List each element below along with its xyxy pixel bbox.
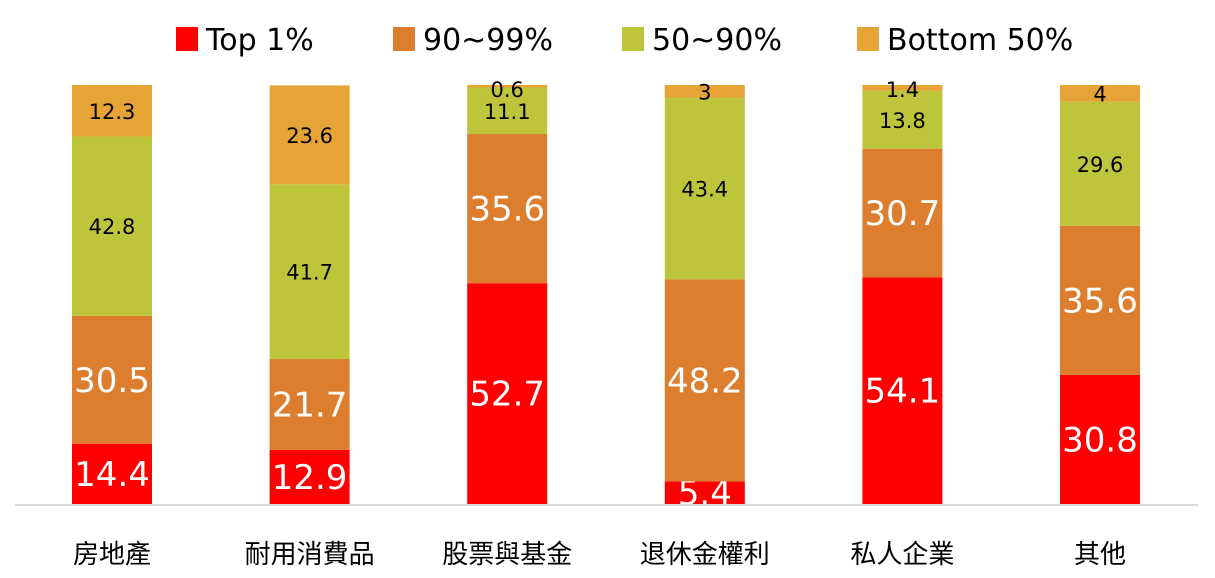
data-label-50-90-0: 42.8 [89, 215, 136, 239]
x-tick-label-1: 耐用消費品 [245, 540, 375, 570]
bar-segment-bottom-50-1 [269, 85, 350, 185]
data-label-bottom-50-0: 12.3 [89, 100, 136, 124]
legend-swatch-top-1 [176, 27, 198, 51]
x-axis-labels: 房地產 耐用消費品 股票與基金 退休金權利 私人企業 其他 [73, 540, 1126, 570]
bar-segment-top-1-4 [862, 277, 943, 504]
data-label-top-1-1: 12.9 [272, 458, 348, 498]
legend: Top 1% 90~99% 50~90% Bottom 50% [176, 23, 1073, 58]
data-label-50-90-3: 43.4 [681, 177, 728, 201]
bar-segment-top-1-1 [269, 449, 350, 504]
bar-segment-bottom-50-2 [467, 85, 548, 88]
bars-area: 14.4 30.5 42.8 12.3 12.9 21.7 41.7 23.6 52.7 35.6… [72, 78, 1140, 514]
bar-segment-top-1-2 [467, 283, 548, 504]
data-label-90-99-1: 21.7 [272, 385, 348, 425]
data-label-90-99-5: 35.6 [1062, 281, 1138, 321]
data-label-bottom-50-5: 4 [1093, 82, 1106, 106]
bar-segment-50-90-5 [1060, 101, 1140, 226]
bar-segment-top-1-0 [72, 443, 152, 504]
bar-segment-90-99-1 [269, 359, 350, 450]
data-label-bottom-50-2: 0.6 [490, 78, 523, 102]
data-label-90-99-3: 48.2 [667, 361, 743, 401]
data-label-top-1-5: 30.8 [1062, 420, 1138, 460]
data-label-bottom-50-4: 1.4 [886, 78, 919, 102]
legend-label-bottom-50: Bottom 50% [887, 23, 1073, 58]
data-label-50-90-5: 29.6 [1077, 153, 1124, 177]
bar-segment-bottom-50-0 [72, 85, 152, 137]
data-label-90-99-2: 35.6 [469, 190, 545, 230]
legend-label-90-99: 90~99% [423, 23, 553, 58]
data-label-top-1-2: 52.7 [469, 375, 545, 415]
x-tick-label-0: 房地產 [73, 540, 151, 570]
data-label-90-99-4: 30.7 [865, 194, 941, 234]
x-tick-label-2: 股票與基金 [442, 540, 572, 570]
data-label-top-1-0: 14.4 [74, 455, 150, 495]
data-label-50-90-1: 41.7 [286, 261, 333, 285]
bar-segment-50-90-3 [664, 97, 745, 280]
x-tick-label-4: 私人企業 [850, 540, 954, 570]
bar-segment-top-1-5 [1060, 374, 1140, 504]
x-tick-label-5: 其他 [1074, 540, 1126, 570]
bar-segment-90-99-3 [664, 279, 745, 482]
bar-segment-90-99-0 [72, 315, 152, 444]
bar-segment-bottom-50-3 [664, 85, 745, 98]
bar-segment-50-90-2 [467, 87, 548, 135]
legend-swatch-90-99 [393, 27, 415, 51]
x-tick-label-3: 退休金權利 [640, 540, 770, 570]
bar-segment-50-90-0 [72, 136, 152, 316]
bar-segment-90-99-2 [467, 134, 548, 284]
bar-segment-50-90-4 [862, 90, 943, 149]
legend-label-top-1: Top 1% [205, 23, 314, 58]
data-label-50-90-4: 13.8 [879, 109, 926, 133]
data-label-top-1-4: 54.1 [865, 372, 941, 412]
bar-segment-top-1-3 [664, 481, 745, 504]
legend-swatch-50-90 [622, 27, 644, 51]
bar-segment-90-99-4 [862, 148, 943, 278]
legend-label-50-90: 50~90% [652, 23, 782, 58]
data-label-90-99-0: 30.5 [74, 361, 150, 401]
bar-segment-90-99-5 [1060, 225, 1140, 375]
bar-segment-bottom-50-5 [1060, 85, 1140, 102]
data-label-50-90-2: 11.1 [484, 100, 531, 124]
legend-swatch-bottom-50 [857, 27, 879, 51]
bar-segment-bottom-50-4 [862, 85, 943, 91]
data-label-bottom-50-3: 3 [698, 80, 711, 104]
data-label-bottom-50-1: 23.6 [286, 124, 333, 148]
bar-segment-50-90-1 [269, 184, 350, 360]
